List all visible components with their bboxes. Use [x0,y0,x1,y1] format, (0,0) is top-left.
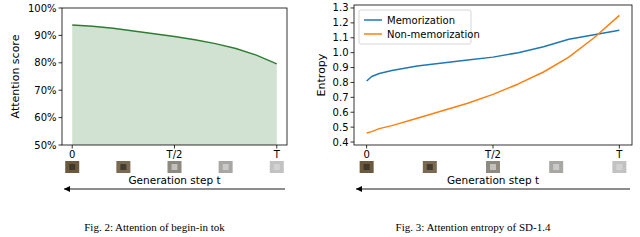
chart: 50% 60% 70% 80% 90% 100% 0 T/2 T Generation step … [9,3,287,234]
chart: 0.4 0.5 0.6 0.7 0.8 0.9 1.0 1.1 1.2 1.3 0 T/2 T Gener… [315,2,632,233]
plot-area [72,25,277,145]
thumbnail [612,161,626,173]
area-line [72,25,277,64]
arrow-head [356,186,362,192]
x-tick-label: 0 [69,149,75,160]
y-tick [351,97,355,98]
thumbnail [168,161,182,173]
y-tick [351,37,355,38]
thumbnail [486,161,500,173]
y-tick [59,145,63,146]
y-tick-label: 0.5 [333,122,349,133]
y-tick [59,90,63,91]
plot-frame [62,8,287,145]
y-tick-label: 60% [34,112,56,123]
thumbnail [270,161,284,173]
y-tick [351,67,355,68]
y-tick [351,82,355,83]
x-tick-label: T [615,149,623,160]
legend: Memorization Non-memorization [359,10,480,44]
y-tick [59,8,63,9]
y-tick-label: 100% [28,3,57,14]
y-axis-label: Attention score [9,34,22,118]
legend-label: Memorization [387,15,455,26]
x-axis-label: Generation step t [447,174,539,186]
x-tick [72,145,73,149]
x-tick-label: 0 [363,149,369,160]
y-tick-label: 1.2 [333,17,349,28]
x-tick-label: T/2 [484,149,501,160]
legend-swatch [364,33,382,35]
thumbnail [65,161,79,173]
y-tick [351,112,355,113]
y-tick-label: 90% [34,30,56,41]
y-tick-label: 1.1 [333,32,349,43]
legend-label: Non-memorization [387,29,480,40]
arrow-line [356,189,630,190]
thumbnail [360,161,374,173]
series-line [367,15,620,133]
y-tick [351,52,355,53]
y-tick-label: 1.3 [333,2,349,13]
thumbnail [116,161,130,173]
y-tick-label: 1.0 [333,47,349,58]
caption: Fig. 2: Attention of begin-in tok [84,221,225,233]
arrow-line [64,189,285,190]
y-tick [59,117,63,118]
thumbnail [423,161,437,173]
thumbnail [549,161,563,173]
y-tick [351,7,355,8]
thumbnail [219,161,233,173]
y-tick [351,142,355,143]
x-tick [366,145,367,149]
y-tick-label: 0.6 [333,107,349,118]
area-fill [72,25,277,145]
y-tick-label: 0.4 [333,137,349,148]
y-tick-label: 0.9 [333,62,349,73]
y-tick-label: 50% [34,140,56,151]
y-tick [59,35,63,36]
y-tick [351,22,355,23]
figure: 50% 60% 70% 80% 90% 100% 0 T/2 T Generation step … [0,0,640,237]
y-tick-label: 0.8 [333,77,349,88]
x-tick-label: T [273,149,281,160]
caption: Fig. 3: Attention entropy of SD-1.4 [396,221,551,233]
x-axis-label: Generation step t [128,174,220,186]
legend-swatch [364,19,382,21]
x-tick [619,145,620,149]
x-tick [174,145,175,149]
y-tick-label: 70% [34,85,56,96]
arrow-head [64,186,70,192]
x-tick [276,145,277,149]
y-tick-label: 80% [34,57,56,68]
plot-area [367,15,620,133]
y-axis-label: Entropy [315,53,328,96]
y-tick [59,62,63,63]
y-tick [351,127,355,128]
x-tick [493,145,494,149]
y-tick-label: 0.7 [333,92,349,103]
plot-frame [354,5,632,145]
x-tick-label: T/2 [166,149,183,160]
